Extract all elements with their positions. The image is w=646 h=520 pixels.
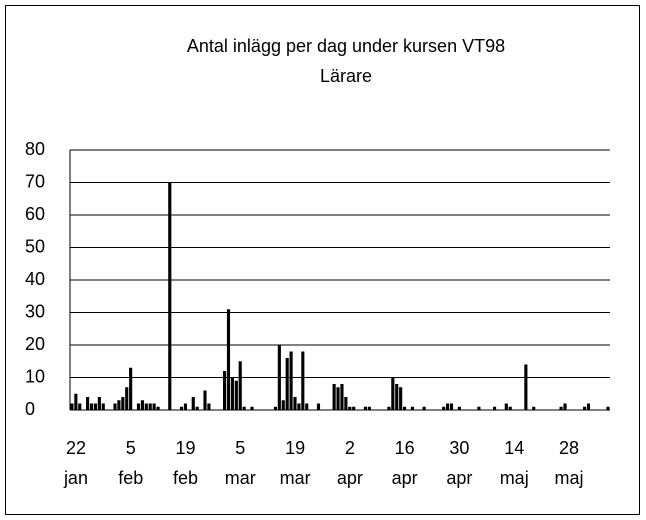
bar <box>277 345 281 410</box>
chart-border <box>5 5 640 515</box>
bar <box>148 403 152 410</box>
x-tick-label: 5 feb <box>118 438 144 488</box>
bar <box>422 406 426 410</box>
bar <box>305 403 309 410</box>
x-tick-label: 14 maj <box>499 438 529 488</box>
bar <box>152 403 156 410</box>
bar <box>504 403 508 410</box>
bar <box>586 403 591 410</box>
bar <box>273 406 277 410</box>
bar <box>367 406 371 410</box>
bar <box>332 384 336 410</box>
bar <box>78 403 82 410</box>
bar <box>442 406 446 410</box>
bar <box>352 406 356 410</box>
bar <box>101 403 105 410</box>
y-tick-label: 20 <box>25 334 45 354</box>
chart-subtitle: Lärare <box>320 66 372 86</box>
bar <box>183 403 187 410</box>
bar <box>348 406 352 410</box>
bar <box>363 406 367 410</box>
y-tick-label: 10 <box>25 366 45 386</box>
x-tick-label: 19 mar <box>279 438 311 488</box>
bar <box>234 380 238 410</box>
bar <box>532 406 536 410</box>
bar <box>524 364 528 410</box>
bar <box>403 406 407 410</box>
bar <box>583 406 587 410</box>
bar <box>344 397 348 410</box>
bar <box>207 403 211 410</box>
bar <box>297 403 301 410</box>
bar <box>117 400 121 410</box>
bar <box>168 182 172 410</box>
bar <box>230 377 234 410</box>
bar <box>242 406 246 410</box>
x-tick-label: 2 apr <box>336 438 363 488</box>
y-tick-label: 0 <box>25 399 35 419</box>
bar <box>136 403 141 410</box>
bar <box>446 403 450 410</box>
y-tick-label: 60 <box>25 204 45 224</box>
bar <box>477 406 481 410</box>
bar <box>179 406 184 410</box>
bar <box>293 397 297 410</box>
bar <box>74 393 78 410</box>
bar <box>449 403 454 410</box>
bar <box>89 403 94 410</box>
bar <box>281 400 285 410</box>
bar <box>606 406 610 410</box>
bar <box>410 406 414 410</box>
x-tick-label: 5 mar <box>224 438 256 488</box>
bar <box>493 406 497 410</box>
bar <box>285 358 289 410</box>
bar <box>226 309 231 410</box>
y-tick-label: 80 <box>25 139 45 159</box>
y-tick-label: 40 <box>25 269 45 289</box>
bar <box>144 403 148 410</box>
bar <box>223 371 227 410</box>
bar <box>97 397 101 410</box>
bar <box>559 406 563 410</box>
bar <box>336 387 340 410</box>
bar <box>125 387 129 410</box>
x-tick-label: 22 jan <box>63 438 88 488</box>
bar <box>387 406 391 410</box>
bar <box>301 351 305 410</box>
bar <box>129 367 133 410</box>
bar <box>113 403 117 410</box>
y-tick-label: 30 <box>25 301 45 321</box>
bar <box>563 403 567 410</box>
bar <box>70 403 74 410</box>
bar <box>340 384 344 410</box>
bar <box>156 406 160 410</box>
bar <box>93 403 97 410</box>
y-tick-label: 50 <box>25 236 45 256</box>
bar <box>391 377 395 410</box>
chart-title: Antal inlägg per dag under kursen VT98 <box>187 36 505 56</box>
bar <box>289 351 293 410</box>
bar <box>316 403 321 410</box>
x-tick-label: 16 apr <box>391 438 418 488</box>
bar <box>203 390 207 410</box>
y-tick-label: 70 <box>25 171 45 191</box>
bar <box>395 384 399 410</box>
bar <box>121 397 125 410</box>
bar <box>508 406 512 410</box>
bar <box>195 406 199 410</box>
bar <box>399 387 403 410</box>
bar <box>457 406 461 410</box>
bar <box>238 361 242 410</box>
bar <box>250 406 254 410</box>
x-tick-label: 28 maj <box>554 438 584 488</box>
bar <box>86 397 90 410</box>
x-tick-label: 19 feb <box>173 438 199 488</box>
x-tick-label: 30 apr <box>446 438 473 488</box>
bar <box>140 400 144 410</box>
bar <box>191 397 195 410</box>
